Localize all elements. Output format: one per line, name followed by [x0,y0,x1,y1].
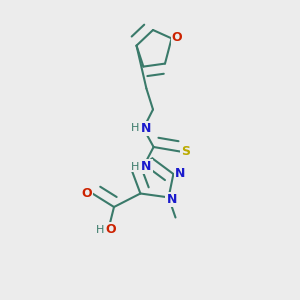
Text: S: S [181,145,190,158]
Text: H: H [131,123,139,134]
Text: O: O [105,223,116,236]
Text: N: N [167,193,177,206]
Text: O: O [82,187,92,200]
Text: H: H [96,225,104,235]
Text: H: H [131,161,139,172]
Text: N: N [175,167,185,180]
Text: N: N [141,122,152,135]
Text: O: O [172,31,182,44]
Text: N: N [141,160,152,173]
